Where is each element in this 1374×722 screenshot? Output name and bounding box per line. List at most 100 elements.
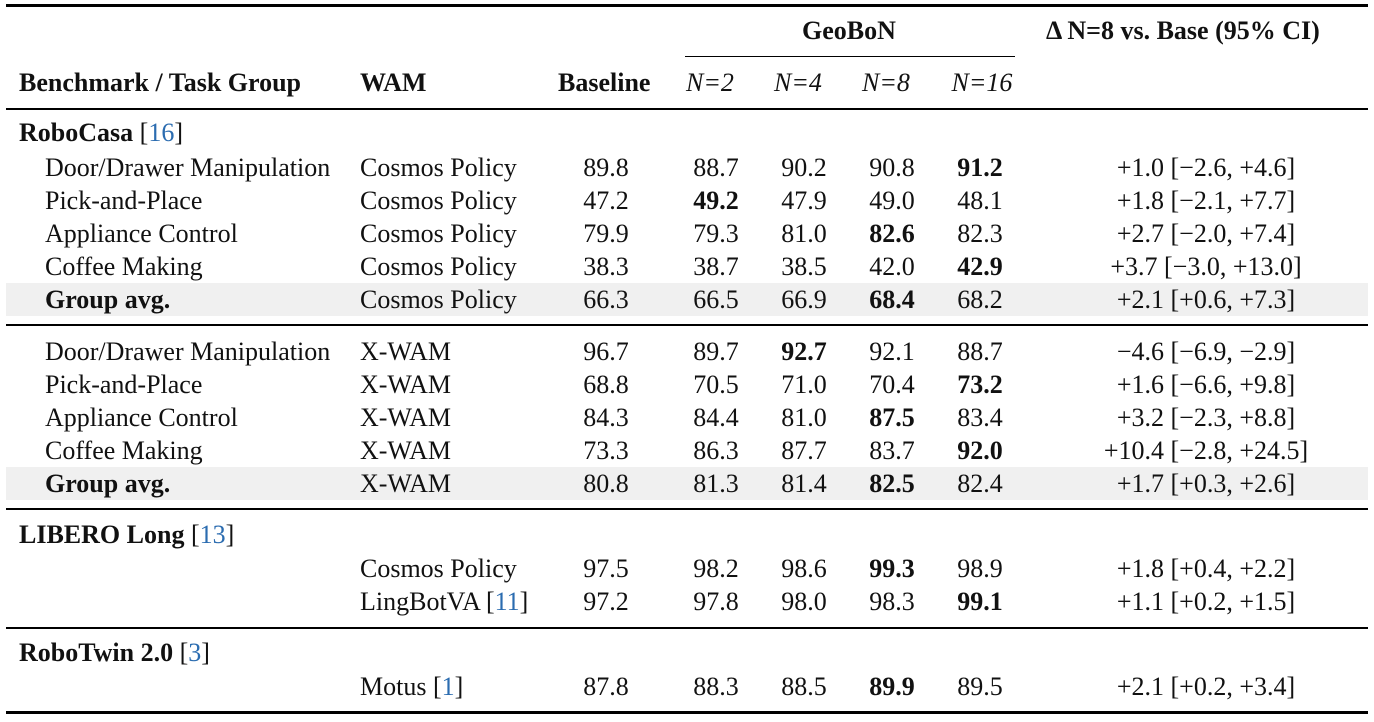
n4-cell: 66.9: [781, 285, 827, 314]
delta-ci-cell: +1.6 [−6.6, +9.8]: [1116, 370, 1296, 399]
delta-ci-cell: +1.1 [+0.2, +1.5]: [1116, 587, 1296, 616]
table-row: Appliance Control X-WAM 84.3 84.4 81.0 87.5 83…: [6, 401, 1368, 434]
wam-name: X-WAM: [360, 337, 451, 366]
wam-cell: Cosmos Policy: [360, 217, 517, 250]
citation-link[interactable]: 13: [199, 520, 226, 549]
n4-column-header: N=4: [774, 68, 822, 97]
n4-cell: 81.0: [781, 219, 827, 248]
n4-cell: 98.6: [781, 554, 827, 583]
n8-column-header: N=8: [862, 68, 910, 97]
n8-cell: 42.0: [869, 252, 915, 281]
delta-ci-cell: +1.7 [+0.3, +2.6]: [1116, 469, 1296, 498]
wam-cell: Motus [1]: [360, 672, 464, 701]
wam-name: LingBotVA: [360, 587, 480, 616]
table-row: Door/Drawer Manipulation Cosmos Policy 89.…: [6, 151, 1368, 184]
wam-name: Cosmos Policy: [360, 252, 517, 281]
wam-cell: Cosmos Policy: [360, 283, 517, 316]
n4-cell: 92.7: [781, 337, 827, 366]
baseline-cell: 84.3: [583, 403, 629, 432]
wam-name: Cosmos Policy: [360, 554, 517, 583]
n4-cell: 90.2: [781, 153, 827, 182]
task-cell: Pick-and-Place: [45, 370, 203, 399]
n2-cell: 89.7: [693, 337, 739, 366]
section-rule-libero: [6, 508, 1368, 510]
n8-cell: 82.5: [869, 469, 915, 498]
n2-cell: 86.3: [693, 436, 739, 465]
section-heading-libero: LIBERO Long [13]: [19, 520, 235, 549]
wam-cell: X-WAM: [360, 368, 451, 401]
wam-cell: Cosmos Policy: [360, 250, 517, 283]
section-heading-robocasa: RoboCasa [16]: [19, 118, 183, 147]
wam-name: Cosmos Policy: [360, 153, 517, 182]
n8-cell: 99.3: [869, 554, 915, 583]
table-row: Appliance Control Cosmos Policy 79.9 79.3 81…: [6, 217, 1368, 250]
n8-cell: 89.9: [869, 672, 915, 701]
delta-ci-cell: +1.8 [+0.4, +2.2]: [1116, 554, 1296, 583]
table-top-rule: [6, 4, 1368, 7]
n16-cell: 82.3: [957, 219, 1003, 248]
geobon-group-header: GeoBoN: [802, 16, 896, 45]
table-row: Cosmos Policy 97.5 98.2 98.6 99.3 98.9 +1.8 [+…: [6, 552, 1368, 585]
n2-cell: 49.2: [693, 186, 739, 215]
baseline-cell: 79.9: [583, 219, 629, 248]
task-cell: Appliance Control: [45, 403, 238, 432]
wam-cell: X-WAM: [360, 401, 451, 434]
citation-link[interactable]: 1: [441, 672, 455, 701]
wam-name: X-WAM: [360, 370, 451, 399]
n8-cell: 87.5: [869, 403, 915, 432]
wam-cell: Cosmos Policy: [360, 151, 517, 184]
table-row: Motus [1] 87.8 88.3 88.5 89.9 89.5 +2.1 [+0.2,…: [6, 670, 1368, 703]
citation-link[interactable]: 11: [494, 587, 520, 616]
delta-ci-cell: +1.8 [−2.1, +7.7]: [1116, 186, 1296, 215]
wam-name: Motus: [360, 672, 427, 701]
task-column-header: Benchmark / Task Group: [19, 68, 302, 97]
baseline-column-header: Baseline: [558, 68, 651, 97]
n8-cell: 98.3: [869, 587, 915, 616]
wam-cell: X-WAM: [360, 335, 451, 368]
task-cell: Door/Drawer Manipulation: [45, 153, 331, 182]
citation-link[interactable]: 16: [148, 118, 175, 147]
n4-cell: 71.0: [781, 370, 827, 399]
section-name: RoboCasa: [19, 118, 134, 147]
n4-cell: 81.4: [781, 469, 827, 498]
n16-cell: 92.0: [957, 436, 1003, 465]
wam-column-header: WAM: [360, 68, 427, 97]
wam-cell: X-WAM: [360, 434, 451, 467]
delta-ci-cell: +3.2 [−2.3, +8.8]: [1116, 403, 1296, 432]
delta-ci-cell: +3.7 [−3.0, +13.0]: [1110, 252, 1302, 281]
delta-ci-cell: +1.0 [−2.6, +4.6]: [1116, 153, 1296, 182]
task-cell: Door/Drawer Manipulation: [45, 337, 331, 366]
wam-cell: X-WAM: [360, 467, 451, 500]
delta-ci-cell: +2.1 [+0.6, +7.3]: [1116, 285, 1296, 314]
delta-ci-cell: +2.7 [−2.0, +7.4]: [1116, 219, 1296, 248]
baseline-cell: 97.5: [583, 554, 629, 583]
baseline-cell: 73.3: [583, 436, 629, 465]
citation-link[interactable]: 3: [188, 638, 202, 667]
n16-column-header: N=16: [951, 68, 1013, 97]
wam-cell: Cosmos Policy: [360, 184, 517, 217]
section-name: LIBERO Long: [19, 520, 185, 549]
delta-ci-cell: +2.1 [+0.2, +3.4]: [1116, 672, 1296, 701]
baseline-cell: 80.8: [583, 469, 629, 498]
task-cell: Pick-and-Place: [45, 186, 203, 215]
n16-cell: 99.1: [957, 587, 1003, 616]
n2-cell: 70.5: [693, 370, 739, 399]
wam-name: X-WAM: [360, 436, 451, 465]
n2-cell: 98.2: [693, 554, 739, 583]
group-divider-rule: [6, 324, 1368, 326]
baseline-cell: 47.2: [583, 186, 629, 215]
group-average-row: Group avg. Cosmos Policy 66.3 66.5 66.9 68.4 6…: [6, 283, 1368, 316]
n16-cell: 98.9: [957, 554, 1003, 583]
n2-cell: 66.5: [693, 285, 739, 314]
baseline-cell: 66.3: [583, 285, 629, 314]
baseline-cell: 68.8: [583, 370, 629, 399]
n16-cell: 68.2: [957, 285, 1003, 314]
n2-cell: 88.7: [693, 153, 739, 182]
group-average-row: Group avg. X-WAM 80.8 81.3 81.4 82.5 82.4 +1.7 …: [6, 467, 1368, 500]
wam-name: X-WAM: [360, 469, 451, 498]
n8-cell: 70.4: [869, 370, 915, 399]
baseline-cell: 96.7: [583, 337, 629, 366]
n2-cell: 79.3: [693, 219, 739, 248]
delta-ci-cell: +10.4 [−2.8, +24.5]: [1103, 436, 1309, 465]
